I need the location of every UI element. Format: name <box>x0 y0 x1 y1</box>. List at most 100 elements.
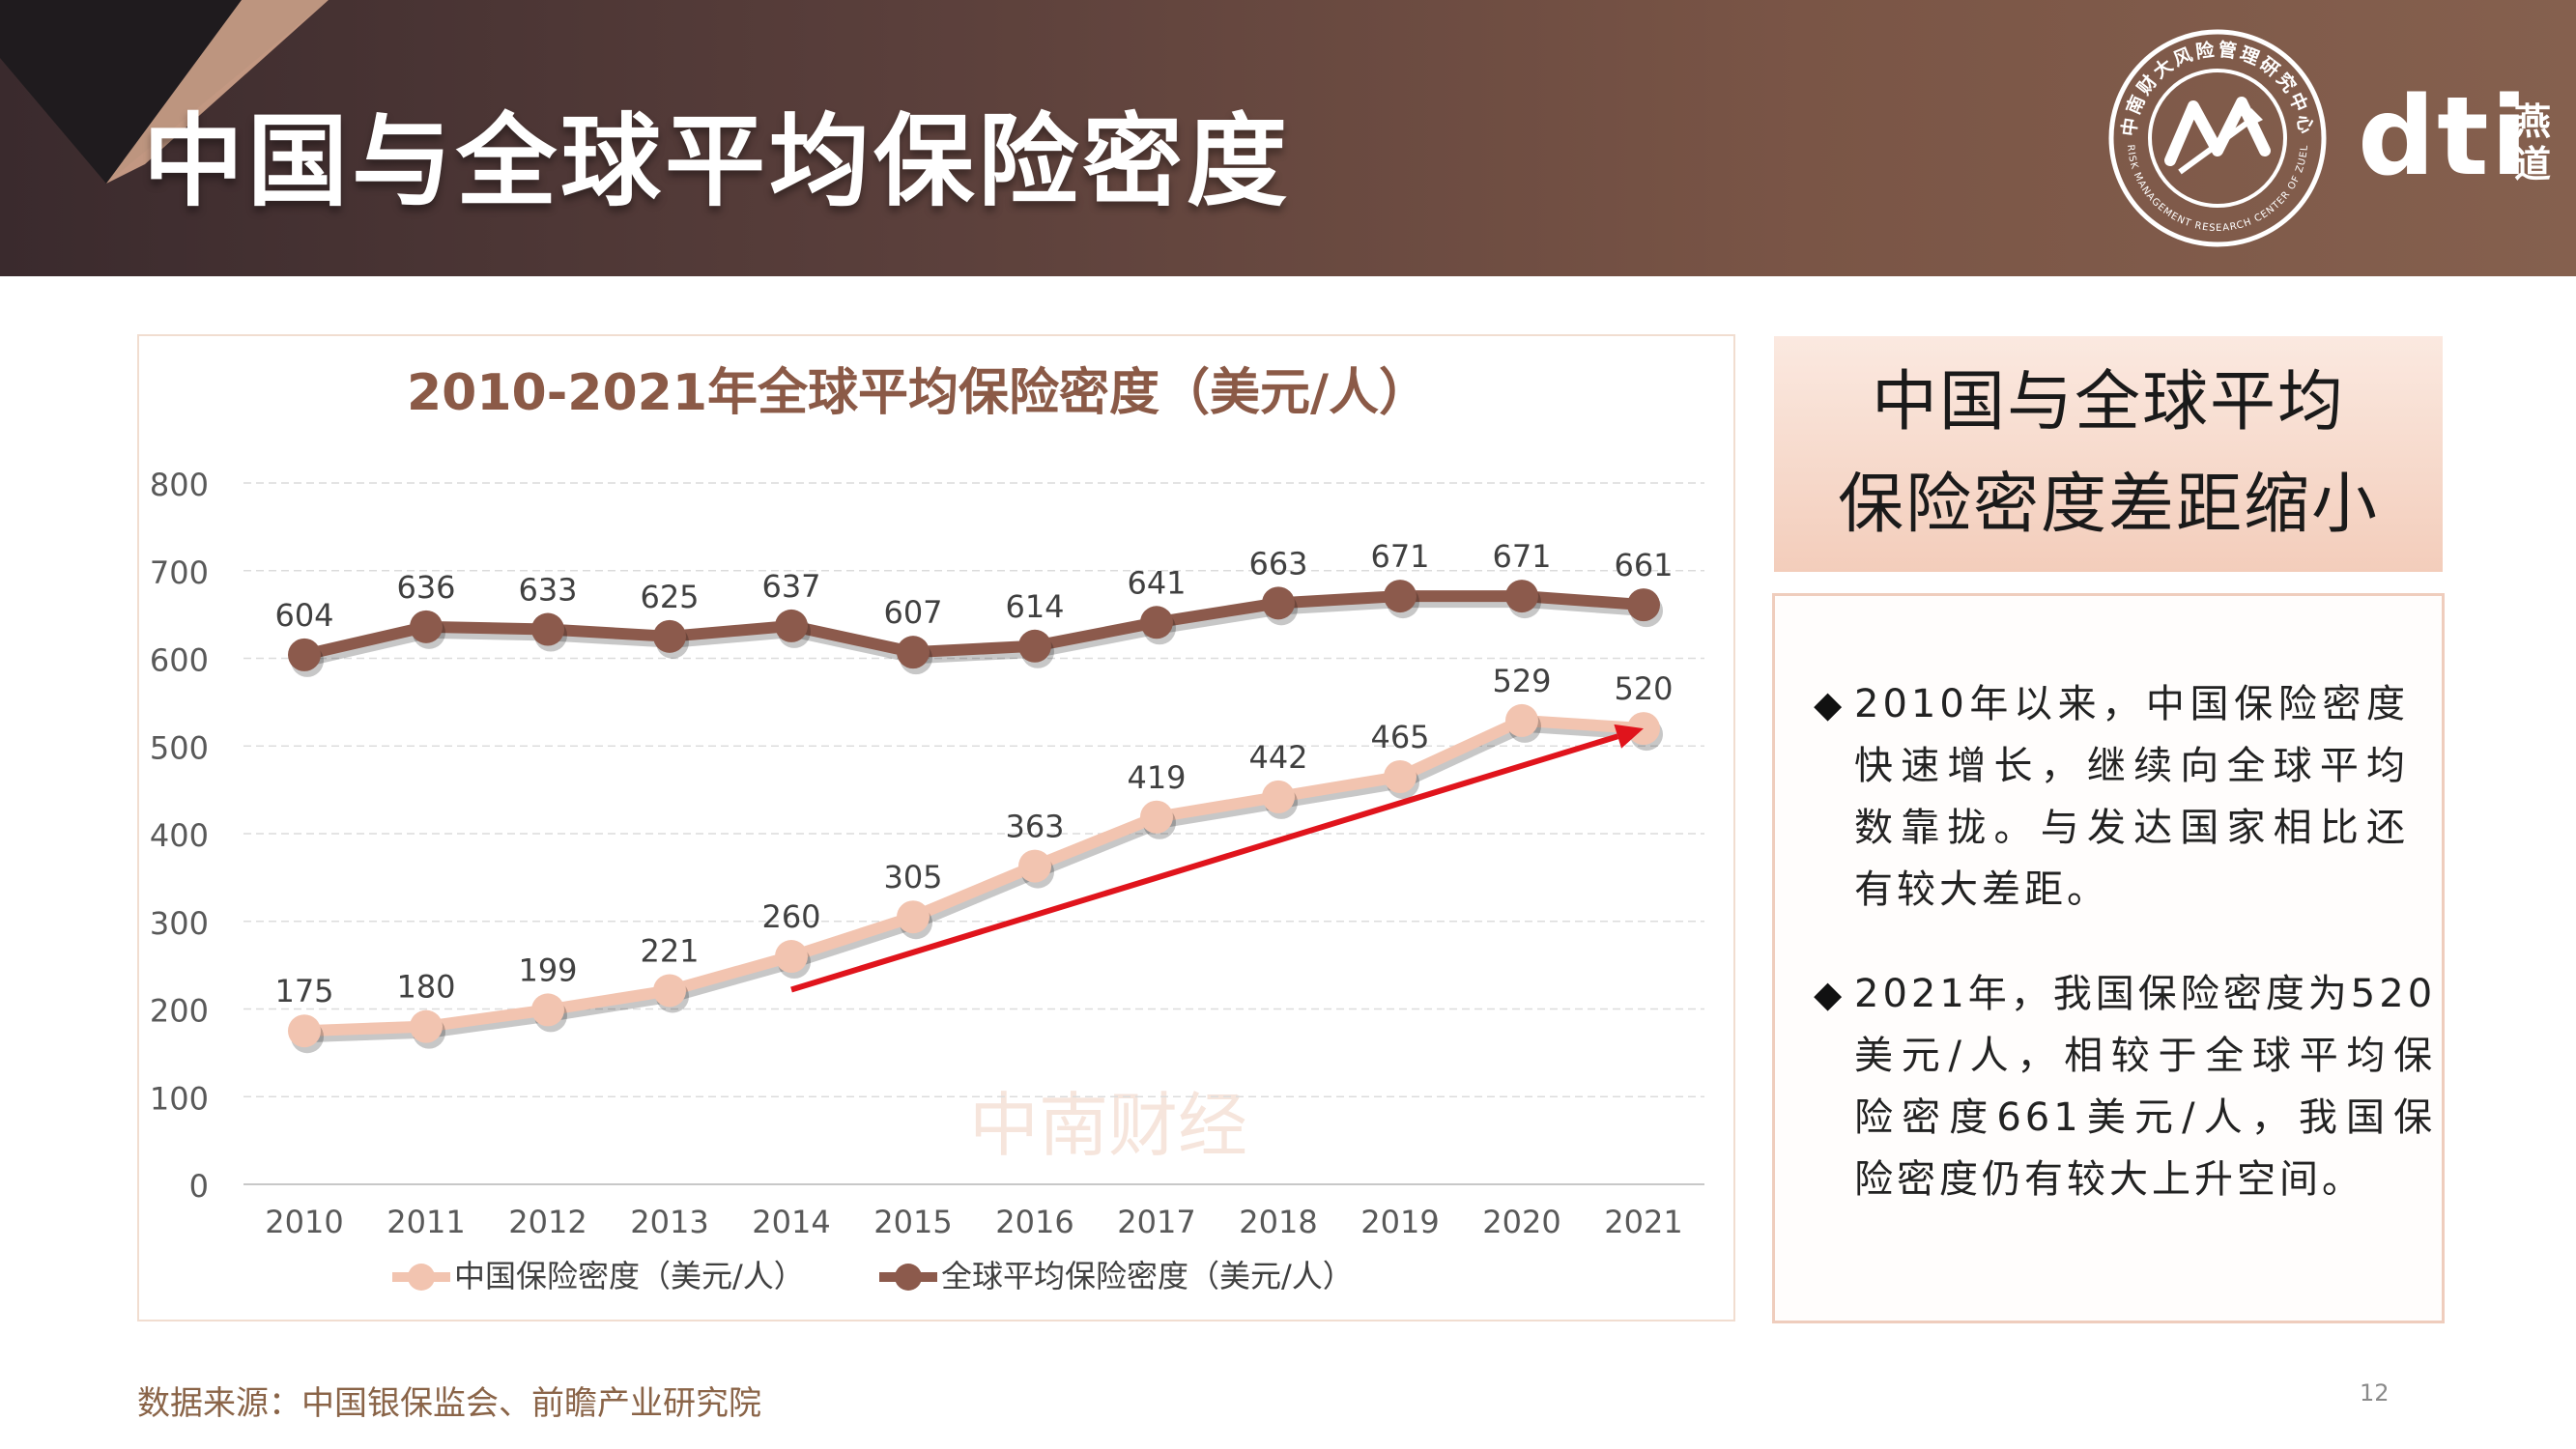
data-point <box>1505 703 1538 737</box>
svg-text:中南财大风险管理研究中心: 中南财大风险管理研究中心 <box>2117 38 2316 137</box>
page-title: 中国与全球平均保险密度 <box>143 102 1292 220</box>
bullet-1-line-4: 有较大差距。 <box>1854 867 2109 912</box>
bullet-2-line-1: 2021年，我国保险密度为520 <box>1854 972 2437 1016</box>
legend-marker <box>408 1264 435 1291</box>
x-tick-label: 2011 <box>386 1204 465 1240</box>
data-label: 604 <box>274 597 333 634</box>
x-tick-label: 2019 <box>1360 1204 1439 1240</box>
data-label: 671 <box>1492 538 1551 575</box>
data-label: 305 <box>883 859 942 895</box>
trend-arrow-line <box>790 733 1619 993</box>
data-label: 671 <box>1370 538 1429 575</box>
diamond-bullet-icon: ◆ <box>1814 973 1843 1015</box>
data-point <box>1627 588 1660 622</box>
chart-panel: 2010-2021年全球平均保险密度（美元/人） 中南财经 0 100 200 300… <box>137 334 1735 1321</box>
data-label: 260 <box>761 898 820 935</box>
data-point <box>288 1014 321 1048</box>
x-tick-label: 2014 <box>752 1204 830 1240</box>
data-label: 637 <box>761 568 820 605</box>
data-point <box>410 1009 443 1043</box>
x-tick-label: 2010 <box>265 1204 343 1240</box>
x-tick-label: 2013 <box>630 1204 708 1240</box>
data-point <box>897 900 930 934</box>
diamond-bullet-icon: ◆ <box>1814 683 1843 725</box>
data-label: 661 <box>1614 547 1673 583</box>
bullet-2-line-3: 险密度661美元/人，我国保 <box>1854 1095 2437 1140</box>
series-line <box>302 590 1645 661</box>
x-tick-label: 2015 <box>873 1204 952 1240</box>
series-line <box>303 714 1645 1037</box>
brand-logo-chinese: 燕道 <box>2513 100 2551 185</box>
data-label: 221 <box>640 932 699 969</box>
y-tick-label: 400 <box>150 817 209 854</box>
page-number: 12 <box>2360 1379 2390 1406</box>
data-label: 199 <box>518 952 577 988</box>
data-label: 641 <box>1127 564 1186 601</box>
summary-line-2: 保险密度差距缩小 <box>1837 467 2379 543</box>
chart-watermark: 中南财经 <box>969 1085 1247 1166</box>
header-banner: 中国与全球平均保险密度 中南财大风险管理研究中心 RISK MANAGEMENT… <box>0 0 2576 276</box>
data-point <box>775 609 808 642</box>
data-point <box>1262 586 1295 620</box>
x-tick-label: 2018 <box>1239 1204 1317 1240</box>
data-label: 180 <box>396 969 455 1006</box>
series-2: 604 636 633 625 637 607 614 641 663 671 671 661 <box>274 538 1674 677</box>
data-label: 419 <box>1127 759 1186 796</box>
data-point <box>1140 606 1173 639</box>
y-tick-label: 500 <box>150 729 209 766</box>
data-point <box>775 940 808 974</box>
data-point <box>1018 629 1051 663</box>
data-point <box>897 636 930 669</box>
data-label: 363 <box>1005 809 1064 845</box>
legend-label: 全球平均保险密度（美元/人） <box>941 1258 1354 1294</box>
bullet-1-line-1: 2010年以来，中国保险密度 <box>1854 682 2409 726</box>
data-label: 175 <box>274 973 333 1009</box>
series-1: 175 180 199 221 260 305 363 419 442 465 529 520 <box>274 663 1674 1054</box>
legend-label: 中国保险密度（美元/人） <box>454 1258 805 1294</box>
bullet-1-line-2: 快速增长，继续向全球平均 <box>1854 744 2409 788</box>
x-tick-label: 2021 <box>1604 1204 1682 1240</box>
finding-bullet: ◆ 2010年以来，中国保险密度 快速增长，继续向全球平均 数靠拢。与发达国家相… <box>1814 673 2409 921</box>
data-point <box>1505 580 1538 613</box>
data-label: 607 <box>883 594 942 631</box>
bullet-1-line-3: 数靠拢。与发达国家相比还 <box>1854 806 2409 850</box>
brand-logo-text: dti <box>2358 74 2531 200</box>
legend-entry: 中国保险密度（美元/人） <box>392 1258 805 1294</box>
bullet-2-line-4: 险密度仍有较大上升空间。 <box>1854 1157 2364 1202</box>
y-tick-label: 0 <box>189 1168 209 1205</box>
data-point <box>1384 580 1417 613</box>
data-label: 520 <box>1614 670 1673 707</box>
series-line-shadow <box>306 720 1647 1043</box>
x-tick-label: 2017 <box>1117 1204 1195 1240</box>
data-point <box>531 993 564 1027</box>
x-tick-label: 2012 <box>508 1204 587 1240</box>
x-tick-label: 2020 <box>1482 1204 1560 1240</box>
data-point <box>410 610 443 643</box>
y-tick-label: 800 <box>150 467 209 503</box>
summary-box: 中国与全球平均 保险密度差距缩小 <box>1774 336 2443 572</box>
data-label: 663 <box>1248 545 1307 582</box>
data-label: 465 <box>1370 719 1429 755</box>
data-point <box>653 619 686 653</box>
y-tick-label: 700 <box>150 554 209 591</box>
data-point <box>288 638 321 671</box>
legend-marker <box>895 1264 922 1291</box>
summary-line-1: 中国与全球平均 <box>1871 364 2345 440</box>
data-label: 636 <box>396 569 455 606</box>
y-tick-label: 100 <box>150 1080 209 1117</box>
insurance-density-line-chart: 2010-2021年全球平均保险密度（美元/人） 中南财经 0 100 200 300… <box>150 364 1704 1294</box>
chart-title: 2010-2021年全球平均保险密度（美元/人） <box>407 364 1429 422</box>
findings-box: ◆ 2010年以来，中国保险密度 快速增长，继续向全球平均 数靠拢。与发达国家相… <box>1772 593 2445 1323</box>
data-point <box>1140 800 1173 834</box>
data-label: 614 <box>1005 588 1064 625</box>
research-center-seal: 中南财大风险管理研究中心 RISK MANAGEMENT RESEARCH CE… <box>2108 29 2327 247</box>
x-tick-label: 2016 <box>995 1204 1073 1240</box>
data-point <box>1262 780 1295 813</box>
data-point <box>653 974 686 1008</box>
header-corner-decoration <box>0 0 329 184</box>
data-point <box>1384 760 1417 794</box>
data-point <box>1627 712 1660 746</box>
data-source-note: 数据来源：中国银保监会、前瞻产业研究院 <box>137 1384 761 1423</box>
data-label: 442 <box>1248 739 1307 776</box>
y-tick-label: 300 <box>150 905 209 942</box>
